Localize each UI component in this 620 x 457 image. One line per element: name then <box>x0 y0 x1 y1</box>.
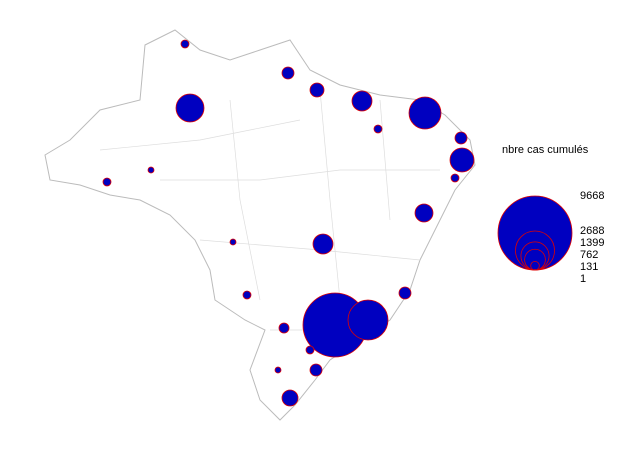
legend-bubble <box>534 268 536 271</box>
legend-label: 1 <box>580 273 586 285</box>
city-bubble <box>309 82 325 98</box>
city-bubble <box>408 96 442 130</box>
city-bubble <box>347 299 389 341</box>
city-bubble <box>180 39 190 49</box>
city-bubble <box>147 166 155 174</box>
city-bubble <box>309 363 323 377</box>
city-bubble <box>450 173 460 183</box>
city-bubble <box>281 66 295 80</box>
city-bubble <box>414 203 434 223</box>
city-bubble <box>102 177 112 187</box>
city-bubble <box>312 233 334 255</box>
city-bubble <box>454 131 468 145</box>
city-bubble <box>278 322 290 334</box>
legend-label: 131 <box>580 261 598 273</box>
legend-label: 2688 <box>580 225 604 237</box>
city-bubble <box>242 290 252 300</box>
country-map <box>44 29 476 421</box>
country-outline <box>44 29 476 421</box>
city-bubble <box>449 147 475 173</box>
city-bubble <box>398 286 412 300</box>
legend-label: 762 <box>580 249 598 261</box>
legend-label: 9668 <box>580 190 604 202</box>
legend-bubble <box>530 260 540 271</box>
city-bubble <box>281 389 299 407</box>
city-bubble <box>274 366 282 374</box>
legend-label: 1399 <box>580 237 604 249</box>
city-bubble <box>351 90 373 112</box>
city-bubble <box>175 93 205 123</box>
city-bubble <box>305 345 315 355</box>
city-bubble <box>373 124 383 134</box>
legend-title: nbre cas cumulés <box>502 144 589 156</box>
region-borders <box>99 89 440 331</box>
city-bubble <box>229 238 237 246</box>
city-bubbles <box>102 39 475 407</box>
